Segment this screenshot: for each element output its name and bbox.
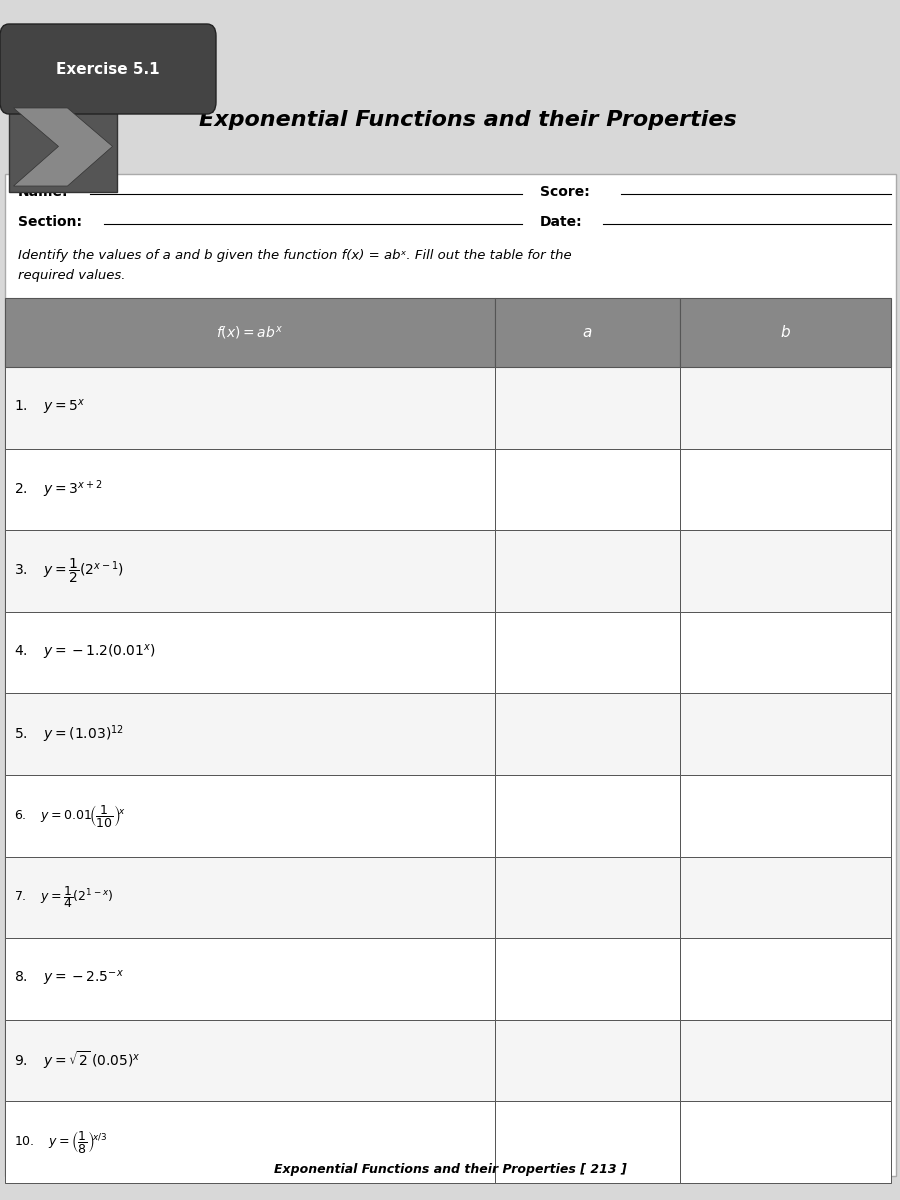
Bar: [4, 367, 495, 449]
Bar: [4, 298, 495, 367]
Text: $1. \quad y = 5^x$: $1. \quad y = 5^x$: [14, 398, 85, 418]
Polygon shape: [14, 108, 112, 186]
Text: $7. \quad y = \dfrac{1}{4}(2^{1-x})$: $7. \quad y = \dfrac{1}{4}(2^{1-x})$: [14, 884, 112, 911]
Bar: [680, 298, 891, 367]
Bar: [495, 298, 680, 367]
Bar: [680, 1020, 891, 1102]
Bar: [4, 1102, 495, 1183]
Bar: [4, 775, 495, 857]
Bar: [4, 938, 495, 1020]
Text: $4. \quad y = -1.2(0.01^x)$: $4. \quad y = -1.2(0.01^x)$: [14, 643, 156, 662]
Bar: [680, 857, 891, 938]
Text: $b$: $b$: [779, 324, 791, 341]
Text: $f(x) = ab^x$: $f(x) = ab^x$: [216, 324, 284, 341]
Text: $9. \quad y = \sqrt{2}\,(0.05)^x$: $9. \quad y = \sqrt{2}\,(0.05)^x$: [14, 1050, 140, 1072]
Bar: [4, 857, 495, 938]
Bar: [495, 694, 680, 775]
Bar: [495, 775, 680, 857]
FancyBboxPatch shape: [4, 174, 896, 1176]
Bar: [680, 938, 891, 1020]
Bar: [680, 367, 891, 449]
Text: $6. \quad y = 0.01\!\left(\dfrac{1}{10}\right)^{\!x}$: $6. \quad y = 0.01\!\left(\dfrac{1}{10}\…: [14, 803, 125, 829]
Bar: [495, 530, 680, 612]
Bar: [495, 857, 680, 938]
Text: $a$: $a$: [582, 325, 592, 340]
Text: Date:: Date:: [540, 215, 582, 229]
Text: Exponential Functions and their Properties [ 213 ]: Exponential Functions and their Properti…: [274, 1164, 626, 1176]
Bar: [495, 1020, 680, 1102]
Bar: [495, 1102, 680, 1183]
Bar: [4, 530, 495, 612]
FancyBboxPatch shape: [0, 24, 216, 114]
Bar: [680, 449, 891, 530]
Text: $3. \quad y = \dfrac{1}{2}(2^{x-1})$: $3. \quad y = \dfrac{1}{2}(2^{x-1})$: [14, 557, 123, 586]
Text: $5. \quad y = (1.03)^{12}$: $5. \quad y = (1.03)^{12}$: [14, 724, 123, 745]
Text: Identify the values of a and b given the function f(x) = abˣ. Fill out the table: Identify the values of a and b given the…: [18, 250, 572, 262]
Bar: [4, 449, 495, 530]
Bar: [495, 612, 680, 694]
Bar: [495, 449, 680, 530]
Text: $10. \quad y = \left(\dfrac{1}{8}\right)^{\!x/3}$: $10. \quad y = \left(\dfrac{1}{8}\right)…: [14, 1129, 107, 1156]
Text: Score:: Score:: [540, 185, 590, 199]
Bar: [680, 612, 891, 694]
Text: Name:: Name:: [18, 185, 68, 199]
Bar: [680, 775, 891, 857]
Polygon shape: [9, 102, 117, 192]
Text: Exponential Functions and their Properties: Exponential Functions and their Properti…: [199, 110, 737, 130]
Text: required values.: required values.: [18, 270, 125, 282]
Text: Section:: Section:: [18, 215, 82, 229]
Bar: [4, 694, 495, 775]
Text: Exercise 5.1: Exercise 5.1: [56, 62, 160, 77]
Bar: [495, 367, 680, 449]
Bar: [680, 1102, 891, 1183]
Bar: [680, 694, 891, 775]
Bar: [680, 530, 891, 612]
Text: $8. \quad y = -2.5^{-x}$: $8. \quad y = -2.5^{-x}$: [14, 970, 123, 989]
Bar: [495, 938, 680, 1020]
Text: $2. \quad y = 3^{x+2}$: $2. \quad y = 3^{x+2}$: [14, 479, 102, 500]
Bar: [4, 612, 495, 694]
Bar: [4, 1020, 495, 1102]
